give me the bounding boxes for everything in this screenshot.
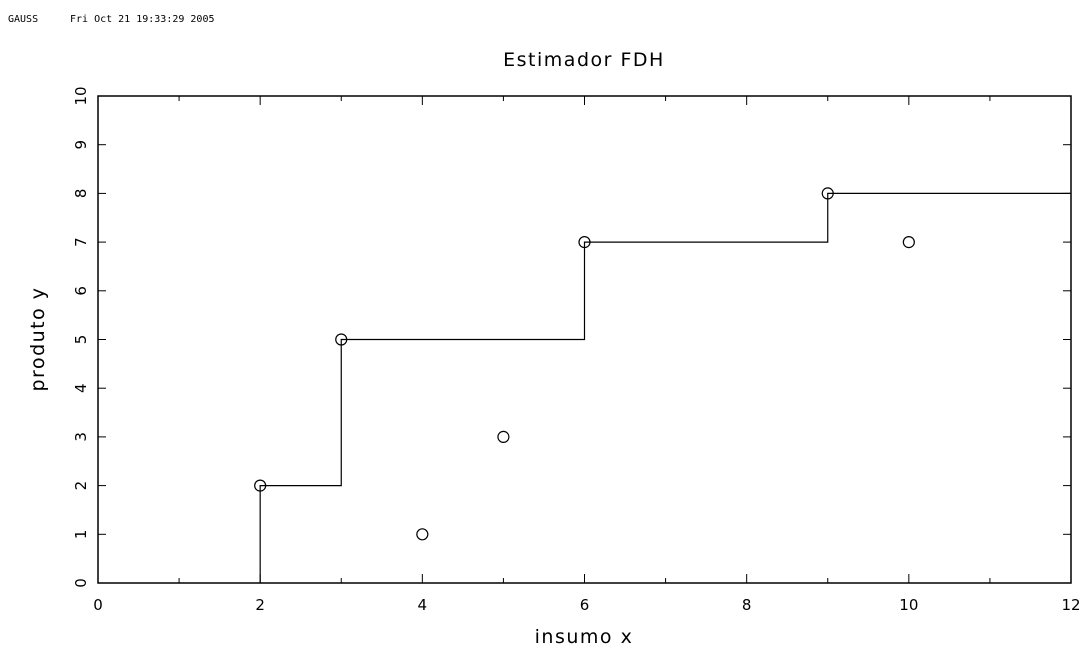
x-tick-label: 0 bbox=[93, 596, 103, 614]
data-point bbox=[497, 430, 510, 443]
fdh-frontier bbox=[259, 192, 1071, 583]
timestamp: Fri Oct 21 19:33:29 2005 bbox=[70, 14, 215, 25]
x-ticks: 0 2 4 6 8 10 12 bbox=[93, 96, 1081, 614]
y-axis-label: produto y bbox=[27, 286, 49, 391]
y-tick-label: 3 bbox=[72, 432, 90, 442]
y-tick-label: 7 bbox=[72, 237, 90, 247]
x-axis-label: insumo x bbox=[535, 626, 634, 648]
y-tick-label: 1 bbox=[72, 530, 90, 540]
data-point bbox=[821, 187, 834, 200]
data-point bbox=[578, 236, 591, 249]
x-tick-label: 4 bbox=[418, 596, 428, 614]
y-tick-label: 0 bbox=[72, 578, 90, 588]
data-point bbox=[902, 236, 915, 249]
chart-title: Estimador FDH bbox=[503, 49, 665, 71]
data-point bbox=[254, 479, 267, 492]
x-tick-label: 8 bbox=[742, 596, 752, 614]
data-point bbox=[416, 528, 429, 541]
data-point bbox=[335, 333, 348, 346]
y-ticks: 0 1 2 3 4 5 6 7 8 9 10 bbox=[72, 86, 1071, 588]
y-tick-label: 10 bbox=[72, 86, 90, 105]
frontier-line bbox=[259, 192, 1071, 583]
y-tick-label: 5 bbox=[72, 335, 90, 345]
y-tick-label: 2 bbox=[72, 481, 90, 491]
x-tick-label: 12 bbox=[1061, 596, 1080, 614]
y-tick-label: 9 bbox=[72, 140, 90, 150]
data-points bbox=[254, 187, 915, 541]
y-tick-label: 8 bbox=[72, 189, 90, 199]
x-tick-label: 10 bbox=[899, 596, 918, 614]
y-tick-label: 4 bbox=[72, 383, 90, 393]
x-tick-label: 2 bbox=[255, 596, 265, 614]
y-tick-label: 6 bbox=[72, 286, 90, 296]
program-name: GAUSS bbox=[8, 14, 38, 25]
x-tick-label: 6 bbox=[580, 596, 590, 614]
